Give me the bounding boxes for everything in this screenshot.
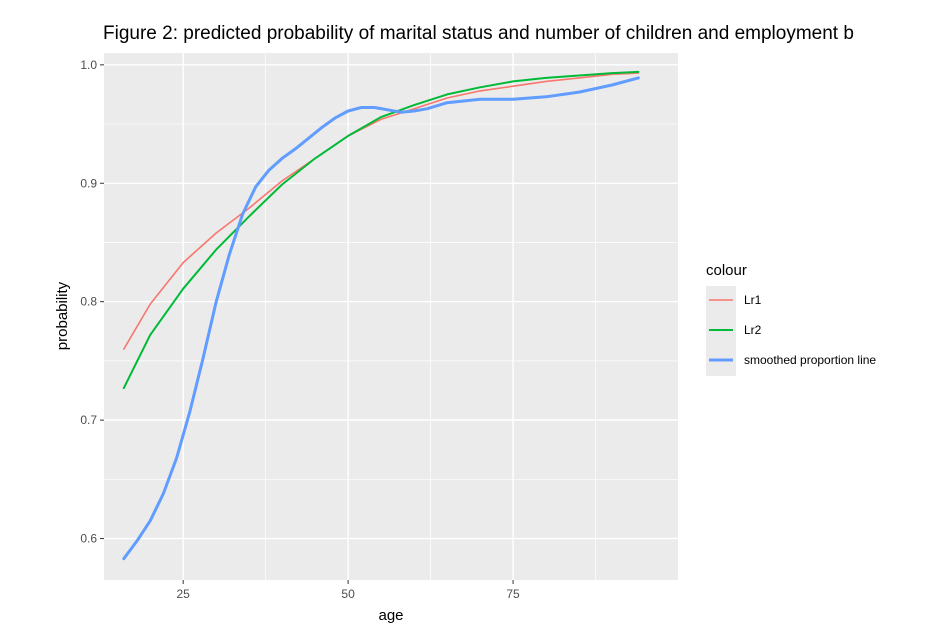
series-line-smoothed-proportion-line [122, 76, 640, 561]
series-line-lr2 [122, 70, 640, 390]
x-axis-title: age [378, 607, 403, 624]
x-tick-label: 25 [176, 587, 190, 601]
axes: 25 50 75 0.6 0.7 0.8 0.9 1.0 [80, 58, 520, 601]
y-axis-title: probability [54, 281, 71, 350]
y-tick-label: 0.6 [80, 532, 97, 546]
y-tick-label: 0.8 [80, 295, 97, 309]
major-gridlines [104, 53, 678, 580]
y-tick-label: 0.9 [80, 176, 97, 190]
chart-title: Figure 2: predicted probability of marit… [103, 23, 854, 44]
legend: colour Lr1 Lr2 smoothed proportion line [706, 262, 876, 376]
x-tick-label: 75 [506, 587, 520, 601]
legend-label-lr1: Lr1 [744, 293, 762, 307]
legend-label-lr2: Lr2 [744, 323, 762, 337]
series-line-lr1 [123, 72, 640, 350]
y-tick-label: 0.7 [80, 413, 97, 427]
minor-gridlines [104, 53, 678, 580]
legend-title: colour [706, 262, 747, 279]
x-tick-label: 50 [341, 587, 355, 601]
legend-label-smoothed-proportion-line: smoothed proportion line [744, 353, 876, 367]
series-lines [122, 70, 640, 561]
y-tick-label: 1.0 [80, 58, 97, 72]
plot-panel [104, 53, 678, 580]
